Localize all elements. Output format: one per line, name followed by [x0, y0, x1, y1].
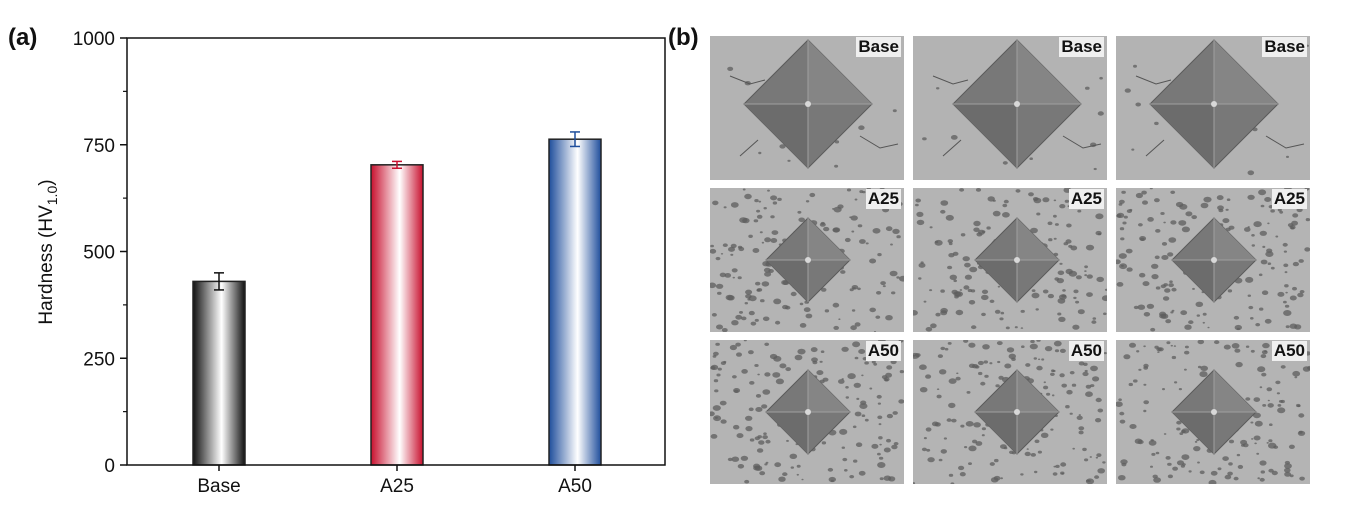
micrograph-base-1: Base: [710, 36, 904, 180]
micrograph-image: [913, 36, 1107, 180]
micrograph-image: [913, 188, 1107, 332]
y-tick-label: 500: [83, 243, 115, 264]
micrograph-image: [710, 188, 904, 332]
bar-a50: [548, 138, 602, 466]
x-tick-label-base: Base: [197, 476, 240, 497]
micrograph-a25-1: A25: [710, 188, 904, 332]
micrograph-label: A25: [1271, 189, 1307, 209]
micrograph-a25-3: A25: [1116, 188, 1310, 332]
micrograph-label: A50: [1068, 341, 1104, 361]
panel-b-label: (b): [668, 24, 699, 51]
y-tick-label: 250: [83, 349, 115, 370]
y-tick-label: 750: [83, 136, 115, 157]
micrograph-image: [710, 340, 904, 484]
micrograph-label: A50: [865, 341, 901, 361]
y-axis-label: Hardness (HV1.0): [36, 179, 60, 324]
bar-a25: [370, 164, 424, 466]
y-axis-label-main: Hardness (HV: [36, 205, 57, 325]
micrograph-base-3: Base: [1116, 36, 1310, 180]
hardness-bar-chart: Base A25 A50 0 250 500 750 1000 Hardness (HV1.0…: [36, 29, 666, 497]
micrograph-a25-2: A25: [913, 188, 1107, 332]
micrograph-image: [710, 36, 904, 180]
y-axis-label-sub: 1.0: [44, 186, 60, 206]
micrograph-label: Base: [856, 37, 901, 57]
micrograph-a50-3: A50: [1116, 340, 1310, 484]
micrograph-a50-1: A50: [710, 340, 904, 484]
bar-base: [192, 280, 246, 466]
micrograph-label: A50: [1271, 341, 1307, 361]
y-tick-label: 1000: [73, 29, 115, 50]
micrograph-a50-2: A50: [913, 340, 1107, 484]
micrograph-image: [913, 340, 1107, 484]
micrograph-label: A25: [1068, 189, 1104, 209]
micrograph-grid: Base Base Base A25 A25 A25 A50 A50 A50: [710, 36, 1310, 484]
y-tick-label: 0: [104, 456, 115, 477]
micrograph-label: A25: [865, 189, 901, 209]
micrograph-label: Base: [1262, 37, 1307, 57]
x-tick-label-a50: A50: [558, 476, 592, 497]
micrograph-label: Base: [1059, 37, 1104, 57]
y-axis-label-tail: ): [36, 179, 57, 185]
micrograph-image: [1116, 340, 1310, 484]
panel-a-label: (a): [8, 24, 38, 51]
x-tick-label-a25: A25: [380, 476, 414, 497]
micrograph-image: [1116, 188, 1310, 332]
micrograph-image: [1116, 36, 1310, 180]
micrograph-base-2: Base: [913, 36, 1107, 180]
plot-frame: [126, 37, 666, 466]
